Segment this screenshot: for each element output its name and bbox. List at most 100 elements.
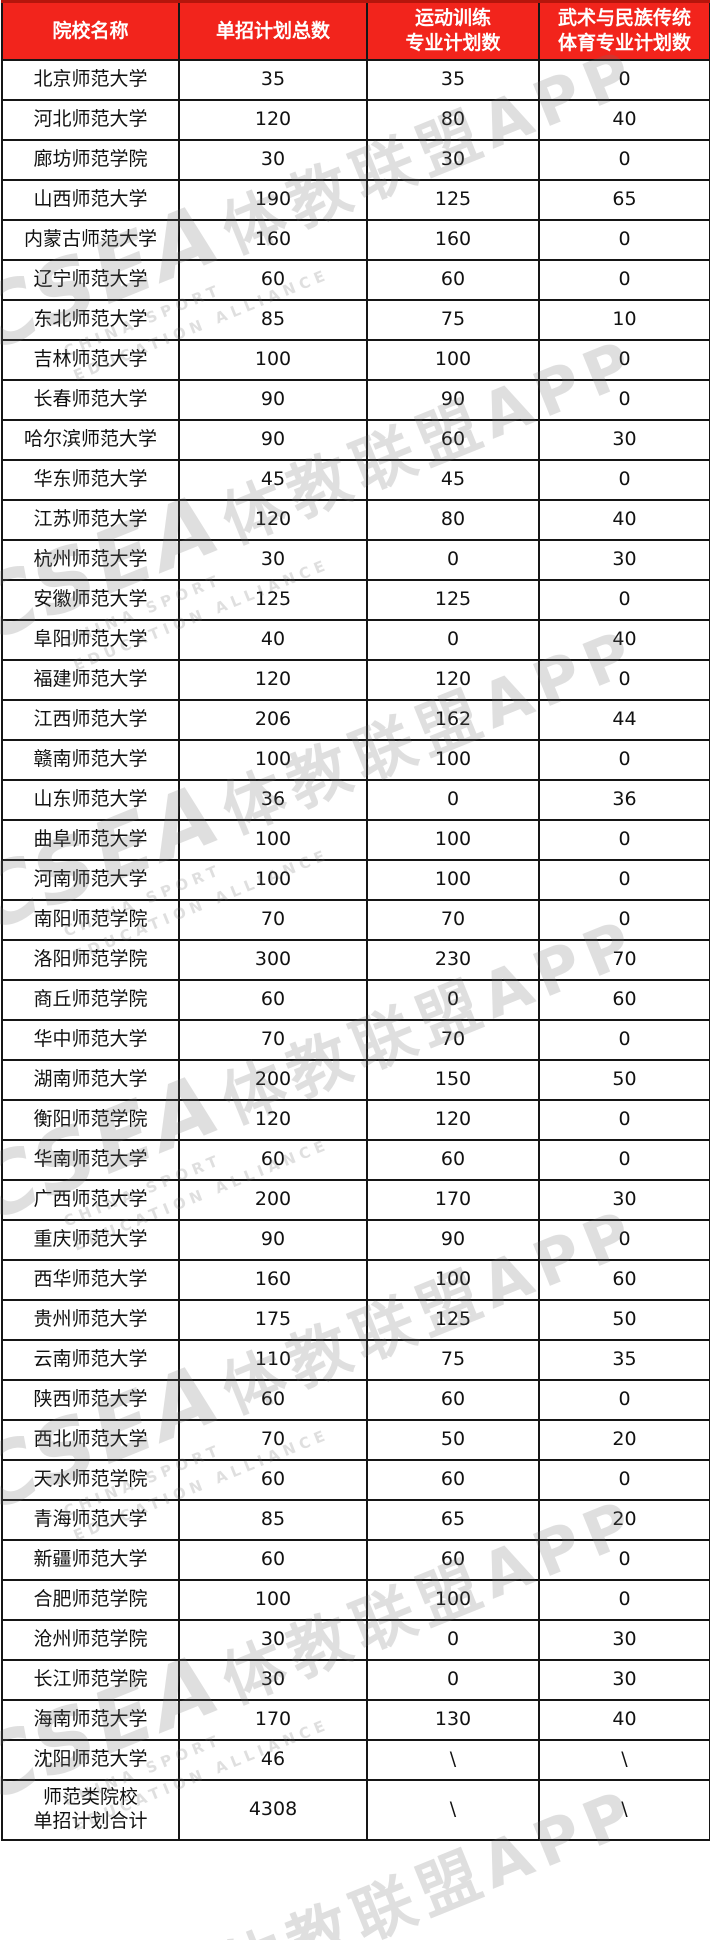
table-row: 海南师范大学 170 130 40 — [1, 1699, 710, 1741]
plan-count-cell: 44 — [538, 699, 710, 741]
table-row: 安徽师范大学 125 125 0 — [1, 579, 710, 621]
plan-count-cell: 70 — [366, 1019, 540, 1061]
institution-name-cell: 沧州师范学院 — [1, 1619, 180, 1661]
institution-name-cell: 新疆师范大学 — [1, 1539, 180, 1581]
institution-name-cell: 江西师范大学 — [1, 699, 180, 741]
plan-count-cell: 175 — [178, 1299, 368, 1341]
plan-count-cell: 60 — [538, 1259, 710, 1301]
plan-count-cell: \ — [366, 1779, 540, 1841]
institution-name-cell: 北京师范大学 — [1, 59, 180, 101]
plan-count-cell: 40 — [538, 619, 710, 661]
table-row: 青海师范大学 85 65 20 — [1, 1499, 710, 1541]
plan-count-cell: 60 — [366, 419, 540, 461]
plan-count-cell: 0 — [366, 779, 540, 821]
institution-name-cell: 湖南师范大学 — [1, 1059, 180, 1101]
table-row: 沈阳师范大学 46 \ \ — [1, 1739, 710, 1781]
plan-count-cell: 0 — [538, 1459, 710, 1501]
institution-name-cell: 辽宁师范大学 — [1, 259, 180, 301]
plan-count-cell: 75 — [366, 1339, 540, 1381]
plan-count-cell: 125 — [366, 579, 540, 621]
plan-count-cell: 30 — [178, 1659, 368, 1701]
plan-count-cell: 162 — [366, 699, 540, 741]
plan-count-cell: 20 — [538, 1419, 710, 1461]
table-row: 辽宁师范大学 60 60 0 — [1, 259, 710, 301]
table-row: 杭州师范大学 30 0 30 — [1, 539, 710, 581]
table-row: 陕西师范大学 60 60 0 — [1, 1379, 710, 1421]
plan-count-cell: 80 — [366, 499, 540, 541]
table-row: 贵州师范大学 175 125 50 — [1, 1299, 710, 1341]
plan-count-cell: 100 — [178, 1579, 368, 1621]
institution-name-cell: 长江师范学院 — [1, 1659, 180, 1701]
plan-count-cell: 30 — [538, 539, 710, 581]
plan-count-cell: 30 — [178, 1619, 368, 1661]
plan-count-cell: 40 — [538, 499, 710, 541]
plan-count-cell: 60 — [366, 1379, 540, 1421]
plan-count-cell: \ — [538, 1779, 710, 1841]
plan-count-cell: 110 — [178, 1339, 368, 1381]
plan-count-cell: 45 — [366, 459, 540, 501]
institution-name-cell: 衡阳师范学院 — [1, 1099, 180, 1141]
header-row: 院校名称 单招计划总数 运动训练 专业计划数 武术与民族传统 体育专业计划数 — [1, 0, 710, 61]
plan-count-cell: 100 — [178, 739, 368, 781]
header-institution-name: 院校名称 — [1, 0, 180, 61]
enrollment-plan-table: 院校名称 单招计划总数 运动训练 专业计划数 武术与民族传统 体育专业计划数 北… — [1, 0, 710, 1841]
plan-count-cell: 0 — [538, 1099, 710, 1141]
plan-count-cell: 100 — [366, 1259, 540, 1301]
plan-count-cell: 85 — [178, 1499, 368, 1541]
table-row: 河北师范大学 120 80 40 — [1, 99, 710, 141]
plan-count-cell: 160 — [366, 219, 540, 261]
plan-count-cell: 300 — [178, 939, 368, 981]
institution-name-cell: 天水师范学院 — [1, 1459, 180, 1501]
plan-count-cell: 0 — [366, 979, 540, 1021]
plan-count-cell: 30 — [538, 1179, 710, 1221]
plan-count-cell: 170 — [366, 1179, 540, 1221]
plan-count-cell: 0 — [538, 339, 710, 381]
plan-count-cell: 30 — [178, 539, 368, 581]
plan-count-cell: 0 — [538, 659, 710, 701]
plan-count-cell: 170 — [178, 1699, 368, 1741]
institution-name-cell: 沈阳师范大学 — [1, 1739, 180, 1781]
plan-count-cell: 0 — [538, 379, 710, 421]
table-row: 沧州师范学院 30 0 30 — [1, 1619, 710, 1661]
institution-name-cell: 洛阳师范学院 — [1, 939, 180, 981]
plan-count-cell: 0 — [538, 1539, 710, 1581]
plan-count-cell: 75 — [366, 299, 540, 341]
table-row: 赣南师范大学 100 100 0 — [1, 739, 710, 781]
plan-count-cell: 100 — [178, 819, 368, 861]
plan-count-cell: 40 — [178, 619, 368, 661]
plan-count-cell: 150 — [366, 1059, 540, 1101]
plan-count-cell: 120 — [178, 659, 368, 701]
csea-logo-text: CSEA — [0, 1924, 235, 1940]
institution-name-cell: 西华师范大学 — [1, 1259, 180, 1301]
plan-count-cell: 0 — [538, 259, 710, 301]
table-row: 云南师范大学 110 75 35 — [1, 1339, 710, 1381]
table-row: 华中师范大学 70 70 0 — [1, 1019, 710, 1061]
plan-count-cell: 0 — [538, 579, 710, 621]
table-row: 湖南师范大学 200 150 50 — [1, 1059, 710, 1101]
plan-count-cell: 30 — [538, 419, 710, 461]
institution-name-cell: 华中师范大学 — [1, 1019, 180, 1061]
plan-count-cell: 60 — [538, 979, 710, 1021]
plan-count-cell: 125 — [366, 1299, 540, 1341]
table-row: 内蒙古师范大学 160 160 0 — [1, 219, 710, 261]
plan-count-cell: 190 — [178, 179, 368, 221]
plan-count-cell: 0 — [366, 539, 540, 581]
plan-count-cell: 100 — [366, 1579, 540, 1621]
plan-count-cell: 60 — [366, 259, 540, 301]
table-row: 西华师范大学 160 100 60 — [1, 1259, 710, 1301]
plan-count-cell: 30 — [538, 1619, 710, 1661]
institution-name-cell: 阜阳师范大学 — [1, 619, 180, 661]
total-row: 师范类院校 单招计划合计 4308 \ \ — [1, 1779, 710, 1841]
table-row: 北京师范大学 35 35 0 — [1, 59, 710, 101]
table-row: 廊坊师范学院 30 30 0 — [1, 139, 710, 181]
table-row: 曲阜师范大学 100 100 0 — [1, 819, 710, 861]
plan-count-cell: 200 — [178, 1179, 368, 1221]
institution-name-cell: 云南师范大学 — [1, 1339, 180, 1381]
plan-count-cell: 125 — [366, 179, 540, 221]
plan-count-cell: 0 — [538, 1579, 710, 1621]
institution-name-cell: 山西师范大学 — [1, 179, 180, 221]
institution-name-cell: 廊坊师范学院 — [1, 139, 180, 181]
plan-count-cell: 65 — [538, 179, 710, 221]
plan-count-cell: 20 — [538, 1499, 710, 1541]
institution-name-cell: 广西师范大学 — [1, 1179, 180, 1221]
